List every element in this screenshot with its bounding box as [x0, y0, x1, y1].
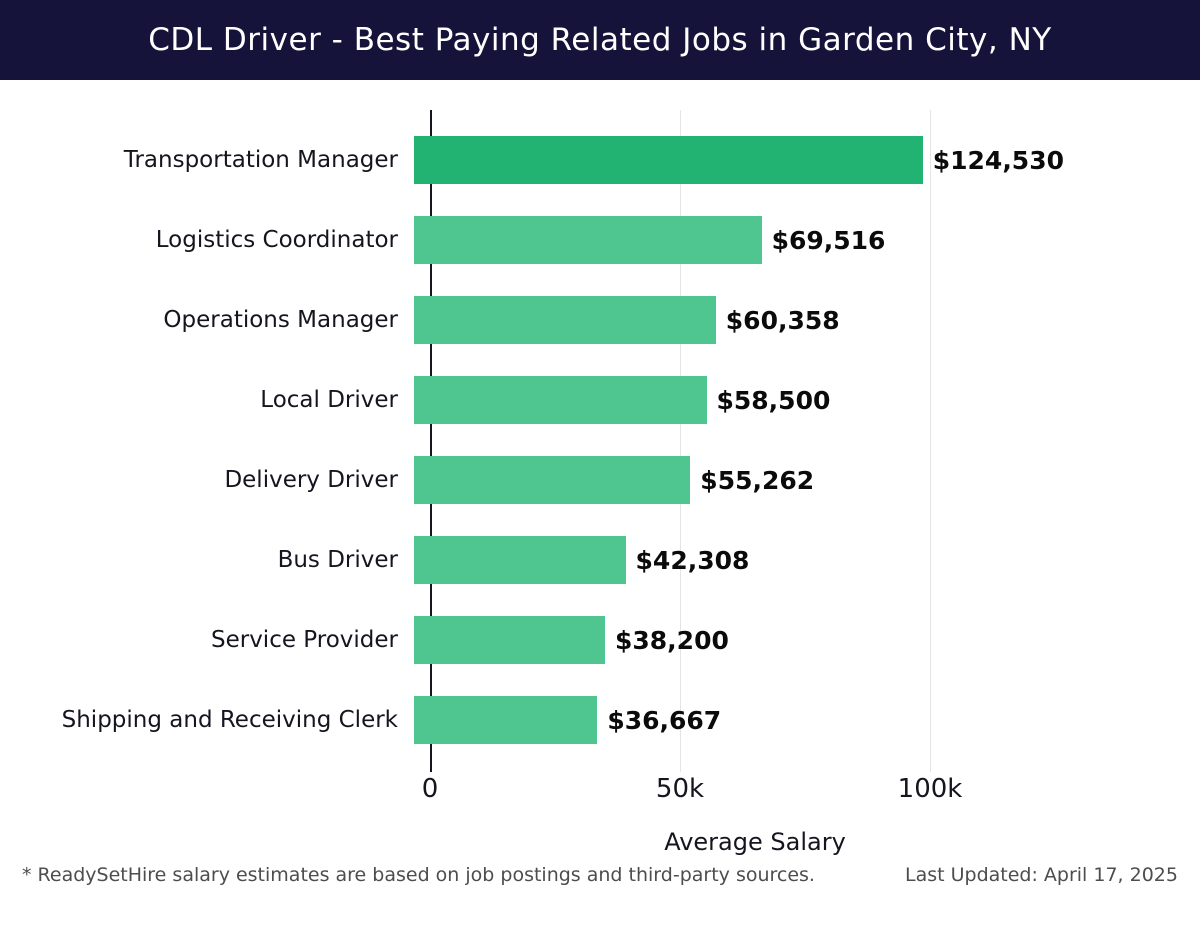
row-plot-area: $69,516: [414, 200, 1064, 280]
x-tick-label: 100k: [897, 774, 963, 804]
row-plot-area: $42,308: [414, 520, 1064, 600]
row-plot-area: $36,667: [414, 680, 1064, 760]
bar: [414, 136, 923, 184]
category-label: Delivery Driver: [224, 467, 398, 493]
category-label: Logistics Coordinator: [155, 227, 398, 253]
category-label: Operations Manager: [163, 307, 398, 333]
category-label: Shipping and Receiving Clerk: [61, 707, 398, 733]
x-axis-title: Average Salary: [664, 828, 846, 856]
value-label: $58,500: [716, 385, 831, 415]
bar-chart: Transportation Manager $124,530 Logistic…: [0, 110, 1200, 900]
chart-row: Bus Driver $42,308: [0, 520, 1200, 600]
row-plot-area: $60,358: [414, 280, 1064, 360]
chart-row: Local Driver $58,500: [0, 360, 1200, 440]
title-bar: CDL Driver - Best Paying Related Jobs in…: [0, 0, 1200, 80]
x-axis: 0 50k 100k: [422, 774, 1080, 814]
bar: [414, 616, 605, 664]
chart-footer: * ReadySetHire salary estimates are base…: [0, 864, 1200, 886]
row-plot-area: $58,500: [414, 360, 1064, 440]
value-label: $124,530: [932, 145, 1064, 175]
value-label: $69,516: [771, 225, 886, 255]
row-plot-area: $124,530: [414, 120, 1064, 200]
row-plot-area: $55,262: [414, 440, 1064, 520]
chart-rows: Transportation Manager $124,530 Logistic…: [0, 110, 1200, 772]
value-label: $60,358: [725, 305, 840, 335]
category-label: Transportation Manager: [123, 147, 398, 173]
x-tick-label: 0: [421, 774, 439, 804]
chart-row: Transportation Manager $124,530: [0, 120, 1200, 200]
value-label: $36,667: [607, 705, 722, 735]
footnote-text: * ReadySetHire salary estimates are base…: [22, 864, 815, 886]
bar: [414, 376, 707, 424]
page-title: CDL Driver - Best Paying Related Jobs in…: [148, 22, 1052, 58]
category-label: Local Driver: [260, 387, 398, 413]
chart-row: Delivery Driver $55,262: [0, 440, 1200, 520]
last-updated-text: Last Updated: April 17, 2025: [904, 864, 1178, 886]
bar: [414, 536, 626, 584]
chart-row: Operations Manager $60,358: [0, 280, 1200, 360]
category-label: Bus Driver: [277, 547, 398, 573]
bar: [414, 456, 691, 504]
bar: [414, 216, 762, 264]
category-label: Service Provider: [210, 627, 398, 653]
x-tick-label: 50k: [655, 774, 705, 804]
value-label: $42,308: [635, 545, 750, 575]
row-plot-area: $38,200: [414, 600, 1064, 680]
value-label: $38,200: [615, 625, 729, 655]
value-label: $55,262: [700, 465, 815, 495]
chart-row: Logistics Coordinator $69,516: [0, 200, 1200, 280]
bar: [414, 296, 716, 344]
chart-row: Service Provider $38,200: [0, 600, 1200, 680]
chart-row: Shipping and Receiving Clerk $36,667: [0, 680, 1200, 760]
bar: [414, 696, 598, 744]
